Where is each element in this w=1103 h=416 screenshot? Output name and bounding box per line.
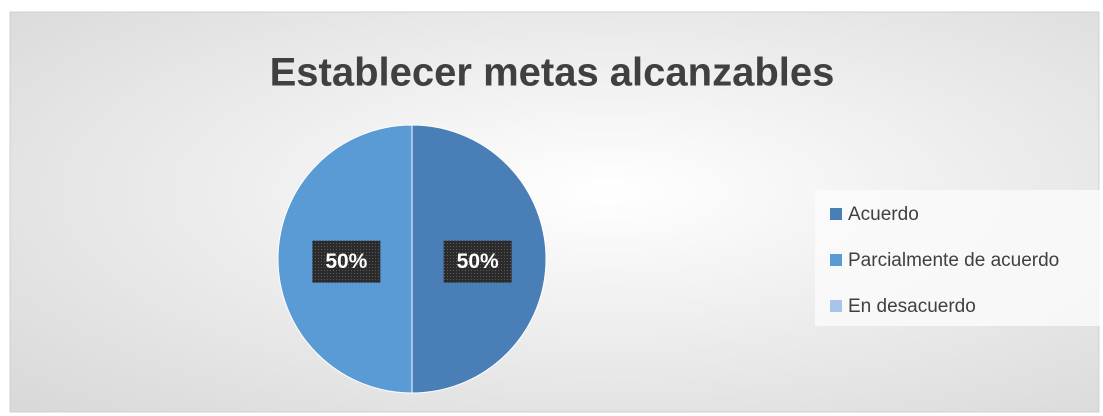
chart-title: Establecer metas alcanzables [270, 51, 835, 95]
data-label: 50% [325, 250, 367, 273]
data-label: 50% [457, 250, 499, 273]
legend-label: Parcialmente de acuerdo [848, 250, 1059, 271]
legend-box [815, 190, 1100, 326]
legend-swatch [830, 208, 842, 220]
legend-label: Acuerdo [848, 204, 919, 225]
legend-swatch [830, 300, 842, 312]
legend-swatch [830, 254, 842, 266]
legend-label: En desacuerdo [848, 296, 976, 317]
data-label-box [443, 240, 512, 283]
data-label-box [312, 240, 381, 283]
